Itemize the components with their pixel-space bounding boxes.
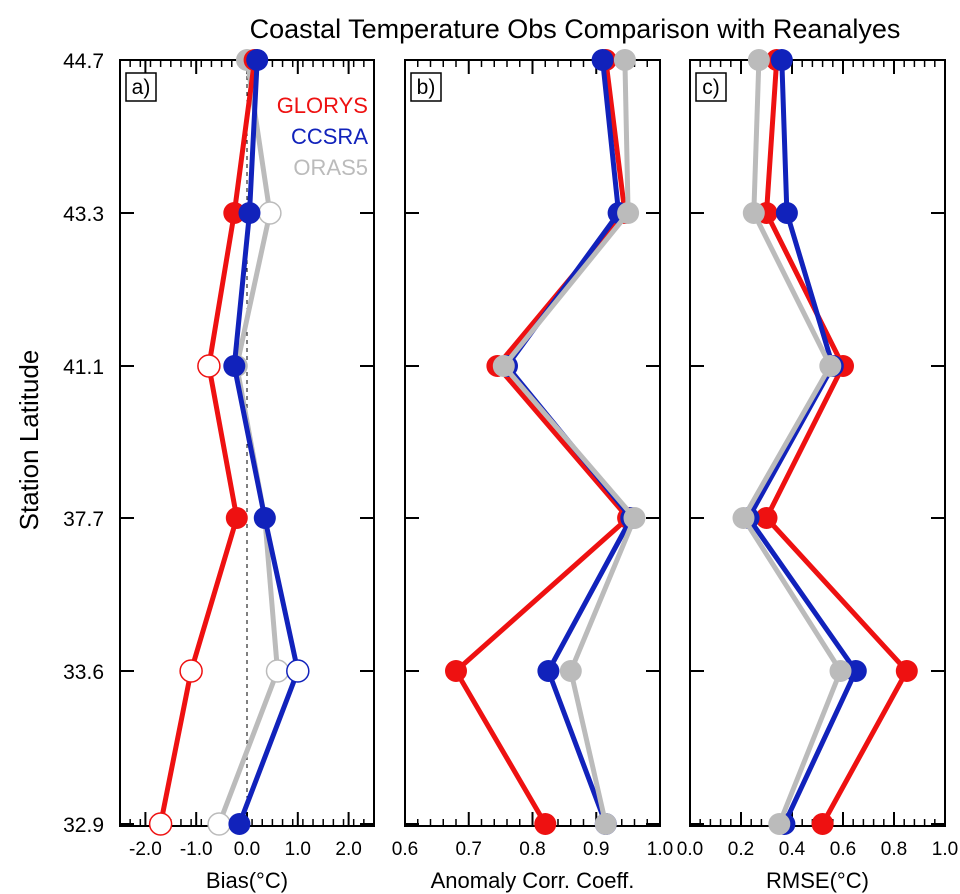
- x-tick-label: 0.6: [392, 839, 418, 860]
- data-point-glorys: [755, 507, 778, 529]
- data-point-ccsra: [537, 660, 560, 682]
- data-point-oras5: [617, 202, 640, 224]
- x-tick-label: 2.0: [335, 839, 361, 860]
- panel-label-box: [695, 72, 727, 102]
- data-point-ccsra: [238, 202, 261, 224]
- x-tick-label: -1.0: [180, 839, 213, 860]
- x-axis-label: RMSE(°C): [766, 868, 869, 893]
- data-point-ccsra: [253, 507, 276, 529]
- plot-frame: [689, 59, 946, 827]
- legend: GLORYS CCSRA ORAS5: [277, 93, 369, 180]
- series-line-ccsra: [746, 59, 859, 826]
- y-tick-label: 37.7: [63, 508, 104, 531]
- data-point-ccsra: [770, 49, 793, 71]
- data-point-glorys: [179, 659, 203, 683]
- y-tick-label: 32.9: [63, 814, 104, 837]
- data-point-oras5: [819, 355, 842, 377]
- data-point-ccsra: [775, 202, 798, 224]
- data-point-oras5: [559, 660, 582, 682]
- data-point-oras5: [265, 659, 290, 683]
- panel-label-box: [125, 72, 157, 102]
- data-point-oras5: [207, 812, 231, 836]
- x-tick-label: 0.2: [728, 839, 754, 860]
- data-point-glorys: [445, 660, 467, 682]
- panel-label: c): [695, 72, 727, 102]
- data-point-glorys: [197, 354, 221, 378]
- x-tick-label: 0.9: [583, 839, 609, 860]
- data-point-oras5: [742, 202, 765, 224]
- y-axis-label: Station Latitude: [14, 350, 44, 531]
- x-tick-label: 0.0: [677, 839, 703, 860]
- panel-label-box: [410, 72, 442, 102]
- series-line-oras5: [501, 59, 637, 825]
- data-point-oras5: [829, 660, 852, 682]
- panel-label: a): [125, 72, 157, 102]
- x-tick-label: 1.0: [285, 839, 311, 860]
- x-axis-label: Bias(°C): [206, 868, 288, 893]
- x-tick-label: 0.8: [519, 839, 545, 860]
- panel-label-text: a): [132, 76, 151, 99]
- series-line-glorys: [764, 59, 910, 826]
- series-line-glorys: [453, 59, 631, 826]
- x-tick-label: 0.8: [881, 839, 907, 860]
- data-point-glorys: [895, 660, 918, 682]
- data-point-glorys: [225, 507, 248, 529]
- x-tick-label: 0.7: [456, 839, 482, 860]
- y-tick-label: 43.3: [63, 203, 104, 226]
- data-point-oras5: [594, 813, 617, 835]
- series-line-oras5: [741, 59, 843, 825]
- chart-title: Coastal Temperature Obs Comparison with …: [250, 14, 901, 44]
- data-point-ccsra: [228, 813, 251, 835]
- x-tick-label: 0.0: [234, 839, 260, 860]
- y-tick-label: 44.7: [63, 50, 104, 73]
- data-point-ccsra: [223, 355, 246, 377]
- data-point-glorys: [811, 813, 834, 835]
- legend-entry-oras5: ORAS5: [293, 155, 368, 180]
- data-point-glorys: [534, 813, 557, 835]
- panel-label-text: c): [702, 76, 720, 99]
- data-point-oras5: [623, 507, 646, 529]
- data-point-glorys: [223, 202, 246, 224]
- x-tick-label: 1.0: [647, 839, 673, 860]
- panel-2: 0.6 0.7 0.8 0.9 1.0 Anomaly Corr. Coeff. b): [392, 49, 673, 893]
- data-point-oras5: [732, 507, 755, 529]
- data-point-oras5: [768, 813, 791, 835]
- x-axis-label: Anomaly Corr. Coeff.: [431, 868, 635, 893]
- panel-label-text: b): [417, 76, 436, 99]
- series-line-glorys: [158, 59, 258, 825]
- legend-entry-ccsra: CCSRA: [291, 124, 368, 149]
- x-tick-label: 1.0: [932, 839, 958, 860]
- data-point-ccsra: [246, 49, 269, 71]
- data-point-glorys: [148, 812, 173, 836]
- x-tick-label: -2.0: [129, 839, 162, 860]
- panel-1: -2.0 -1.0 0.0 1.0 2.0 44.7 43.3 41.1 37.7 33.6 32.…: [63, 49, 375, 893]
- series-line-ccsra: [231, 59, 301, 825]
- data-point-ccsra: [591, 49, 614, 71]
- x-tick-label: 0.4: [779, 839, 806, 860]
- x-tick-label: 0.6: [830, 839, 856, 860]
- data-point-ccsra: [286, 659, 310, 683]
- data-point-oras5: [258, 201, 282, 225]
- y-tick-label: 33.6: [63, 661, 104, 684]
- data-point-oras5: [613, 49, 636, 71]
- panel-3: 0.0 0.2 0.4 0.6 0.8 1.0 RMSE(°C) c): [677, 49, 958, 893]
- data-point-oras5: [492, 355, 515, 377]
- panel-label: b): [410, 72, 442, 102]
- data-point-oras5: [747, 49, 770, 71]
- legend-entry-glorys: GLORYS: [277, 93, 368, 118]
- y-tick-label: 41.1: [63, 356, 104, 379]
- data-point-ccsra: [844, 660, 867, 682]
